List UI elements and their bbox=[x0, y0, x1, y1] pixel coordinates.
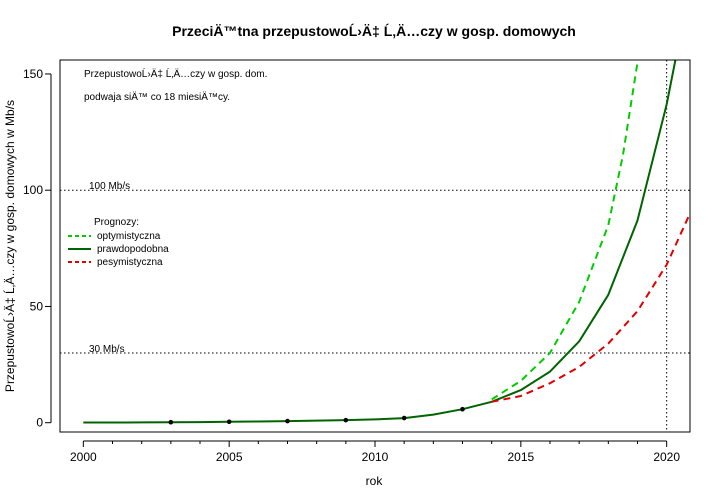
legend-label-prawdopodobna: prawdopodobna bbox=[97, 244, 169, 255]
reference-lines: 100 Mb/s 30 Mb/s bbox=[60, 60, 690, 432]
reference-label-30: 30 Mb/s bbox=[89, 344, 125, 355]
x-tick-label-2015: 2015 bbox=[507, 450, 534, 464]
note-line-2: podwaja siÄ™ co 18 miesiÄ™cy. bbox=[84, 91, 230, 103]
axes: 2000 2005 2010 2015 2020 0 50 100 150 bbox=[23, 67, 680, 464]
y-tick-label-0: 0 bbox=[36, 416, 43, 430]
legend: Prognozy: optymistyczna prawdopodobna pesy… bbox=[68, 217, 169, 268]
x-tick-label-2020: 2020 bbox=[653, 450, 680, 464]
legend-label-pesymistyczna: pesymistyczna bbox=[97, 257, 163, 268]
x-tick-label-2005: 2005 bbox=[216, 450, 243, 464]
y-tick-label-100: 100 bbox=[23, 183, 43, 197]
data-point bbox=[285, 418, 290, 424]
data-point bbox=[168, 419, 174, 425]
legend-label-optymistyczna: optymistyczna bbox=[97, 231, 161, 242]
series-layer bbox=[83, 59, 691, 424]
legend-title: Prognozy: bbox=[94, 217, 139, 228]
x-tick-label-2010: 2010 bbox=[362, 450, 389, 464]
x-axis-label: rok bbox=[366, 474, 384, 488]
y-axis-label: PrzepustowoĹ›Ä‡ Ĺ‚Ä…czy w gosp. domowych… bbox=[2, 100, 17, 392]
data-point bbox=[226, 419, 232, 425]
y-tick-label-50: 50 bbox=[30, 299, 44, 313]
plot-frame bbox=[59, 59, 691, 433]
x-tick-label-2000: 2000 bbox=[70, 450, 97, 464]
data-point bbox=[343, 417, 349, 423]
series-line-optymistyczna bbox=[491, 62, 639, 401]
note-line-1: PrzepustowoĹ›Ä‡ Ĺ‚Ä…czy w gosp. dom. bbox=[84, 67, 267, 80]
series-line-prawdopodobna bbox=[83, 59, 677, 424]
data-point bbox=[460, 406, 465, 412]
series-line-pesymistyczna bbox=[491, 212, 691, 403]
reference-label-100: 100 Mb/s bbox=[89, 181, 130, 192]
data-point bbox=[401, 415, 407, 421]
y-tick-label-150: 150 bbox=[23, 67, 43, 81]
chart-title: PrzeciÄ™tna przepustowoĹ›Ä‡ Ĺ‚Ä…czy w go… bbox=[172, 23, 576, 39]
points-layer bbox=[168, 406, 465, 425]
